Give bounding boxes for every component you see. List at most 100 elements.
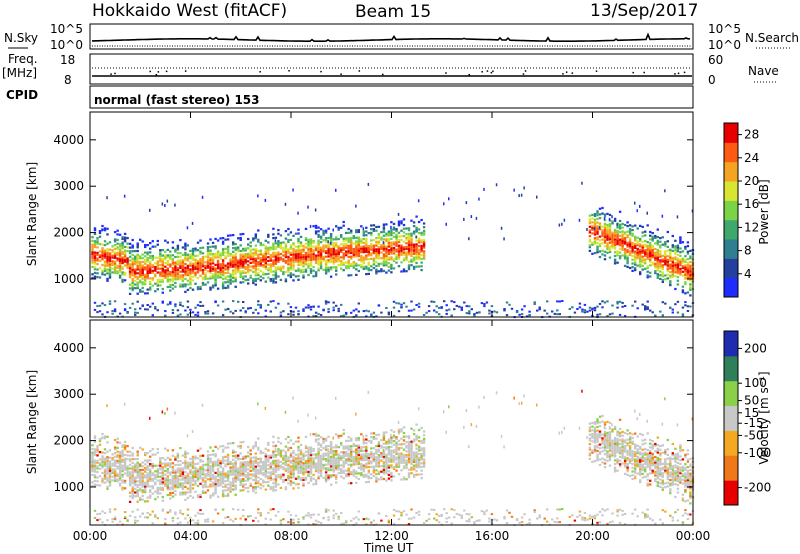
power-cell [355, 262, 358, 265]
velocity-cell [312, 448, 315, 451]
power-cell [209, 286, 212, 289]
power-cell [216, 276, 220, 279]
power-cell [123, 249, 127, 252]
power-cell [410, 240, 413, 243]
power-cell [661, 273, 664, 276]
velocity-cell [186, 474, 190, 477]
velocity-cell [186, 487, 190, 490]
velocity-cell [103, 472, 107, 475]
velocity-cell [146, 464, 149, 468]
power-cell [294, 249, 298, 252]
power-cell [304, 237, 308, 240]
power-cell [644, 306, 647, 309]
velocity-cell [126, 454, 129, 457]
power-cell [317, 230, 320, 233]
velocity-cell [211, 494, 215, 497]
velocity-cell [164, 466, 167, 469]
velocity-cell [136, 480, 139, 483]
velocity-cell [345, 462, 348, 465]
velocity-cell [146, 474, 149, 477]
velocity-cell [103, 452, 107, 455]
power-cell [91, 245, 94, 248]
power-cell [319, 261, 323, 264]
velocity-cell [307, 452, 310, 455]
power-cell [156, 271, 159, 274]
power-cell [154, 265, 157, 269]
velocity-cell [164, 462, 167, 465]
power-cell [400, 248, 403, 251]
velocity-cell [134, 467, 137, 470]
power-cell [420, 265, 423, 268]
power-cell [350, 274, 353, 277]
power-cell [242, 262, 245, 265]
power-cell [365, 237, 368, 240]
power-cell [194, 258, 197, 261]
power-cell [641, 264, 644, 267]
power-cell [93, 271, 97, 274]
velocity-cell [302, 476, 305, 480]
velocity-cell [229, 490, 232, 493]
velocity-cell [161, 479, 164, 482]
velocity-cell [252, 473, 255, 476]
power-cell [156, 309, 159, 312]
velocity-cell [103, 435, 107, 438]
velocity-cell [214, 482, 217, 486]
power-cell [410, 254, 413, 258]
power-cell [113, 310, 117, 313]
power-cell [226, 269, 230, 272]
velocity-cell [118, 452, 122, 456]
power-cell [164, 271, 167, 274]
power-cell [199, 261, 202, 264]
power-cell [304, 251, 308, 255]
power-cell [588, 238, 592, 241]
power-cell [141, 266, 144, 269]
power-cell [360, 251, 363, 254]
power-cell [362, 265, 365, 268]
velocity-cell [181, 474, 185, 477]
velocity-cell [214, 464, 217, 467]
power-cell [634, 243, 637, 246]
velocity-cell [144, 476, 147, 479]
velocity-cell [289, 514, 293, 517]
power-cell [676, 259, 680, 262]
power-cell [284, 250, 288, 253]
power-cell [221, 248, 225, 251]
power-cell [651, 250, 654, 253]
power-cell [646, 244, 649, 247]
velocity-cell [179, 469, 182, 472]
velocity-cell [196, 473, 200, 476]
power-cell [299, 271, 303, 274]
freq-outlier [643, 71, 645, 74]
power-cell [289, 257, 293, 260]
power-cell [307, 246, 310, 249]
power-cell [654, 242, 657, 245]
power-cell [161, 291, 164, 294]
velocity-cell [136, 483, 139, 487]
power-cell [671, 264, 674, 267]
power-cell [618, 240, 622, 243]
power-cell [229, 260, 232, 263]
velocity-cell [289, 472, 293, 475]
power-cell [681, 291, 685, 294]
velocity-cell [194, 462, 197, 466]
power-cell [262, 264, 265, 267]
power-cell [108, 241, 112, 244]
power-cell [249, 261, 252, 264]
velocity-cell [189, 483, 192, 486]
power-cell [337, 228, 340, 231]
power-cell [304, 242, 308, 245]
power-cell [93, 244, 97, 247]
velocity-cell [347, 436, 350, 439]
velocity-cell [214, 486, 217, 489]
power-cell [345, 231, 348, 234]
power-cell [279, 267, 283, 270]
velocity-cell [191, 463, 195, 466]
velocity-cell [329, 483, 333, 486]
power-cell [588, 306, 592, 309]
velocity-cell [252, 447, 255, 450]
power-cell [656, 243, 659, 246]
velocity-cell [118, 460, 122, 463]
power-cell [641, 250, 644, 253]
power-cell [136, 266, 139, 269]
power-cell [103, 251, 107, 254]
